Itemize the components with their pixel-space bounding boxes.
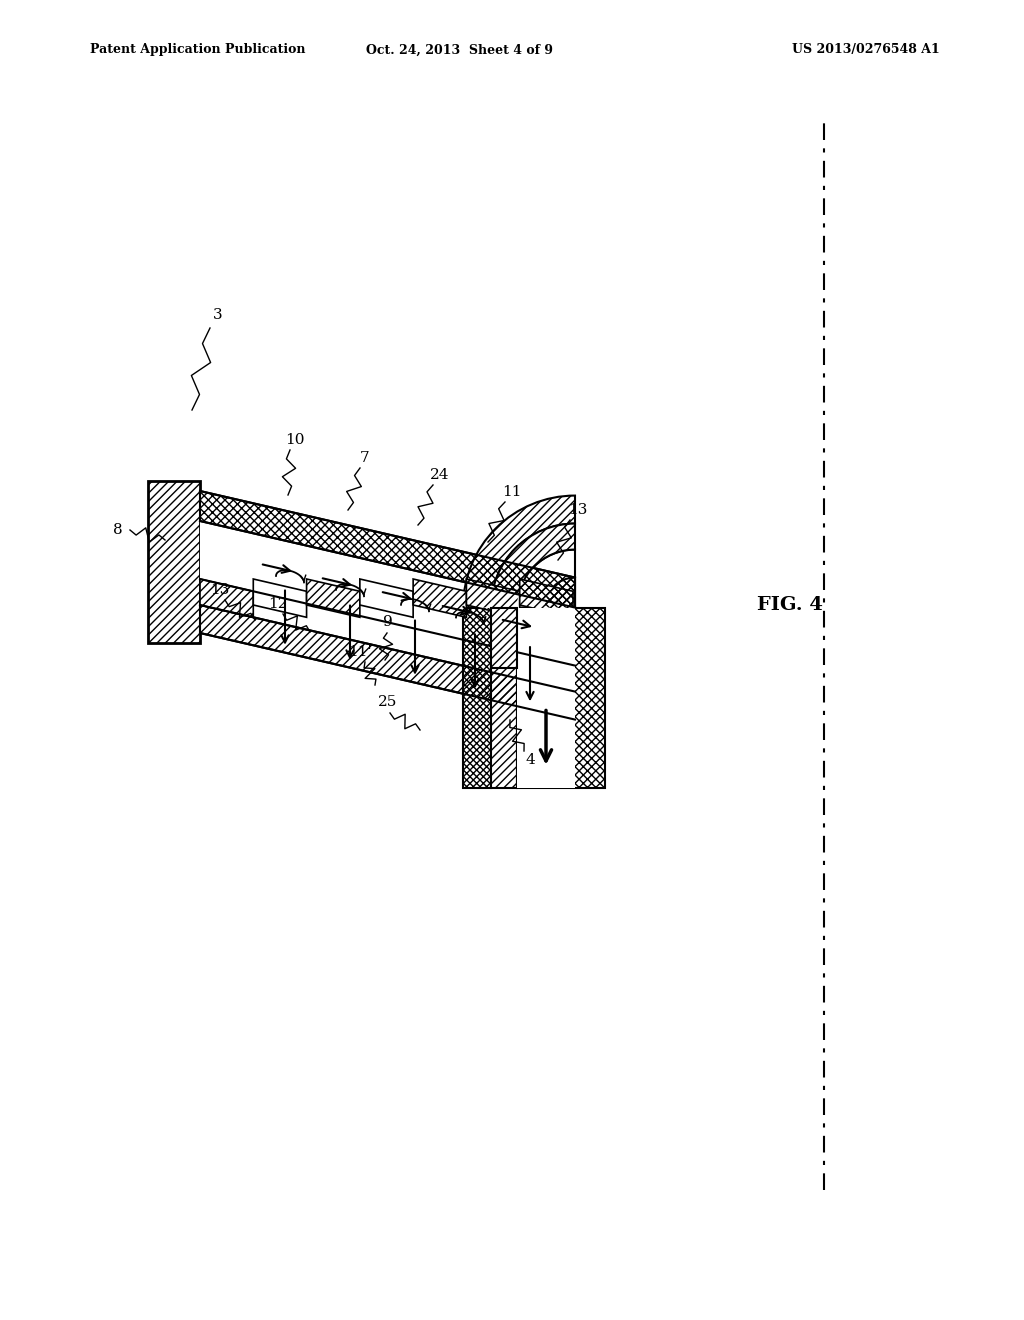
- Wedge shape: [545, 578, 575, 607]
- Bar: [148, 480, 200, 643]
- Text: 12: 12: [268, 597, 288, 611]
- Bar: [463, 607, 490, 788]
- Text: 24: 24: [430, 469, 450, 482]
- Polygon shape: [200, 579, 253, 618]
- Wedge shape: [490, 524, 575, 607]
- Bar: [148, 480, 200, 643]
- Text: 11: 11: [502, 484, 522, 499]
- Polygon shape: [306, 579, 359, 618]
- Wedge shape: [463, 495, 575, 607]
- Text: FIG. 4: FIG. 4: [757, 597, 823, 614]
- Polygon shape: [253, 579, 306, 618]
- Text: 11': 11': [348, 645, 372, 659]
- Text: 8: 8: [114, 523, 123, 537]
- Text: 7: 7: [360, 451, 370, 465]
- Text: 3: 3: [213, 308, 223, 322]
- Bar: [490, 607, 517, 668]
- Polygon shape: [200, 521, 575, 665]
- Bar: [463, 607, 490, 788]
- Polygon shape: [466, 579, 520, 618]
- Bar: [490, 607, 517, 788]
- Text: 13: 13: [568, 503, 588, 517]
- Text: 9: 9: [383, 615, 393, 630]
- Text: 13: 13: [210, 583, 229, 597]
- Text: 25: 25: [378, 696, 397, 709]
- Bar: [490, 607, 517, 788]
- Bar: [517, 607, 605, 788]
- Text: 10: 10: [286, 433, 305, 447]
- Text: US 2013/0276548 A1: US 2013/0276548 A1: [793, 44, 940, 57]
- Polygon shape: [200, 491, 575, 607]
- Text: 4: 4: [525, 752, 535, 767]
- Text: Oct. 24, 2013  Sheet 4 of 9: Oct. 24, 2013 Sheet 4 of 9: [367, 44, 554, 57]
- Polygon shape: [359, 579, 413, 618]
- Text: Patent Application Publication: Patent Application Publication: [90, 44, 305, 57]
- Bar: [490, 607, 517, 668]
- Polygon shape: [520, 579, 573, 618]
- Bar: [517, 607, 575, 788]
- Wedge shape: [517, 549, 575, 607]
- Bar: [517, 607, 605, 788]
- Polygon shape: [200, 605, 575, 719]
- Polygon shape: [413, 579, 466, 618]
